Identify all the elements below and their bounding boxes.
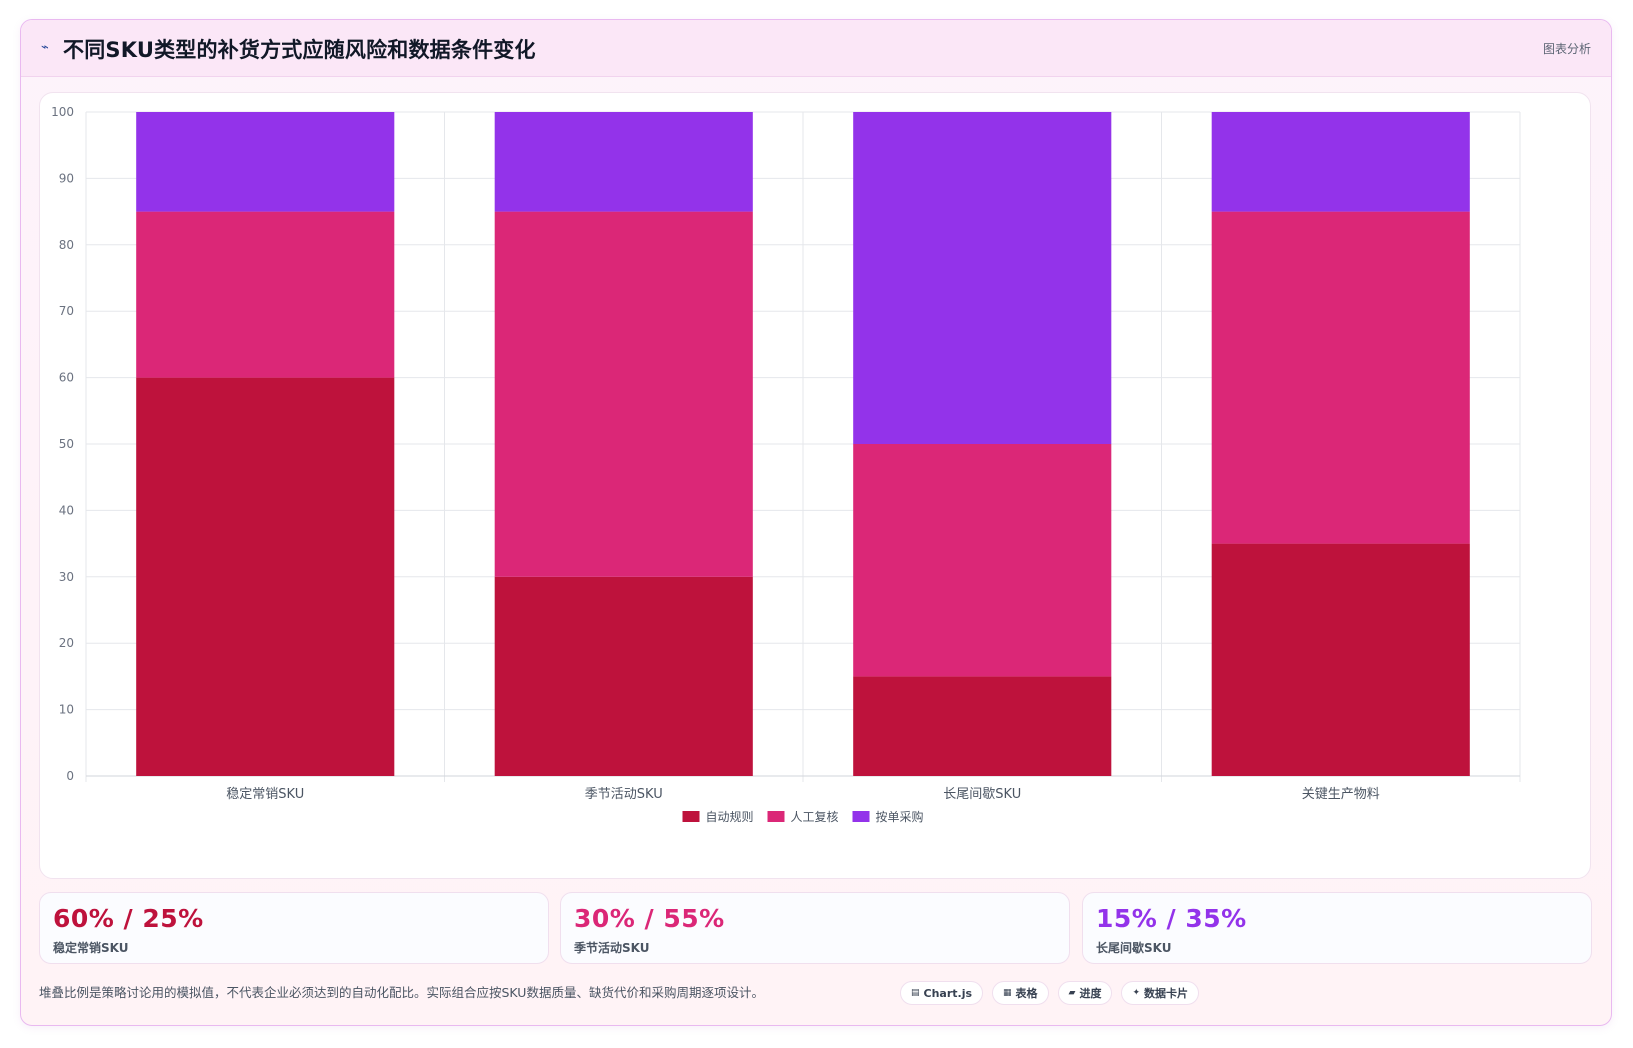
stacked-bar-chart: 0 10 20 30 40 50 60 70 80 90 100 稳定常销SKU 季节活动SKU 长尾间歇… [51,105,1521,824]
y-tick-label: 20 [59,636,74,650]
bar-segment [853,444,1112,677]
y-tick-label: 90 [59,171,74,185]
bar-segment [494,576,753,776]
bar-segment [494,112,753,212]
bar-segment [494,211,753,577]
bar-segment [1211,211,1470,544]
y-tick-label: 30 [59,570,74,584]
y-tick-label: 0 [66,769,74,783]
x-tick-label: 关键生产物料 [1302,787,1380,802]
chart-icon: ▤ [911,988,920,998]
chip-table[interactable]: ▦ 表格 [992,981,1049,1005]
x-tick-label: 季节活动SKU [585,787,663,802]
x-tick-label: 长尾间歇SKU [943,787,1021,802]
bar-segment [136,112,395,212]
x-tick-label: 稳定常销SKU [226,786,304,802]
panel-header: ⌁ 不同SKU类型的补货方式应随风险和数据条件变化 图表分析 [21,20,1611,77]
legend-label: 按单采购 [876,809,924,824]
bar-segment [136,211,395,378]
legend-swatch [767,811,785,822]
y-tick-label: 70 [59,304,74,318]
chip-chartjs[interactable]: ▤ Chart.js [900,981,984,1005]
kpi-value: 60% / 25% [53,904,204,933]
y-tick-label: 60 [59,371,74,385]
legend-swatch [852,811,870,822]
bar-segment [136,377,395,776]
kpi-label: 长尾间歇SKU [1096,941,1172,955]
bar-segment [1211,543,1470,776]
progress-icon: ▰ [1068,988,1076,998]
chip-label: Chart.js [923,986,973,1000]
chip-row: ▤ Chart.js ▦ 表格 ▰ 进度 ✦ 数据卡片 [900,981,1200,1005]
chip-progress[interactable]: ▰ 进度 [1057,981,1113,1005]
y-tick-label: 40 [59,503,74,517]
bar-segment [853,676,1112,776]
kpi-label: 季节活动SKU [574,941,650,955]
kpi-card-stable: 60% / 25% 稳定常销SKU [39,892,549,964]
y-tick-label: 80 [59,238,74,252]
kpi-value: 30% / 55% [574,904,725,933]
chart-line-icon: ⌁ [41,40,49,55]
chart-card: 0 10 20 30 40 50 60 70 80 90 100 稳定常销SKU 季节活动SKU 长尾间歇… [39,92,1591,879]
sparkle-icon: ✦ [1132,988,1141,998]
kpi-card-seasonal: 30% / 55% 季节活动SKU [560,892,1070,964]
page-title: 不同SKU类型的补货方式应随风险和数据条件变化 [63,38,536,62]
table-icon: ▦ [1003,988,1012,998]
y-tick-label: 10 [59,703,74,717]
bar-segment [853,112,1112,444]
kpi-label: 稳定常销SKU [53,941,129,955]
y-tick-label: 100 [51,105,74,119]
kpi-value: 15% / 35% [1096,904,1247,933]
bar-segment [1211,112,1470,212]
legend-label: 自动规则 [706,809,754,824]
footnote: 堆叠比例是策略讨论用的模拟值，不代表企业必须达到的自动化配比。实际组合应按SKU… [39,985,764,1000]
chip-label: 数据卡片 [1144,987,1189,1000]
chart-analysis-tag: 图表分析 [1542,42,1591,56]
legend-swatch [682,811,700,822]
chip-label: 进度 [1079,987,1102,1000]
kpi-card-longtail: 15% / 35% 长尾间歇SKU [1082,892,1592,964]
y-tick-label: 50 [59,437,74,451]
chip-label: 表格 [1015,987,1038,1000]
chip-data-card[interactable]: ✦ 数据卡片 [1121,981,1200,1005]
legend-label: 人工复核 [791,810,839,824]
